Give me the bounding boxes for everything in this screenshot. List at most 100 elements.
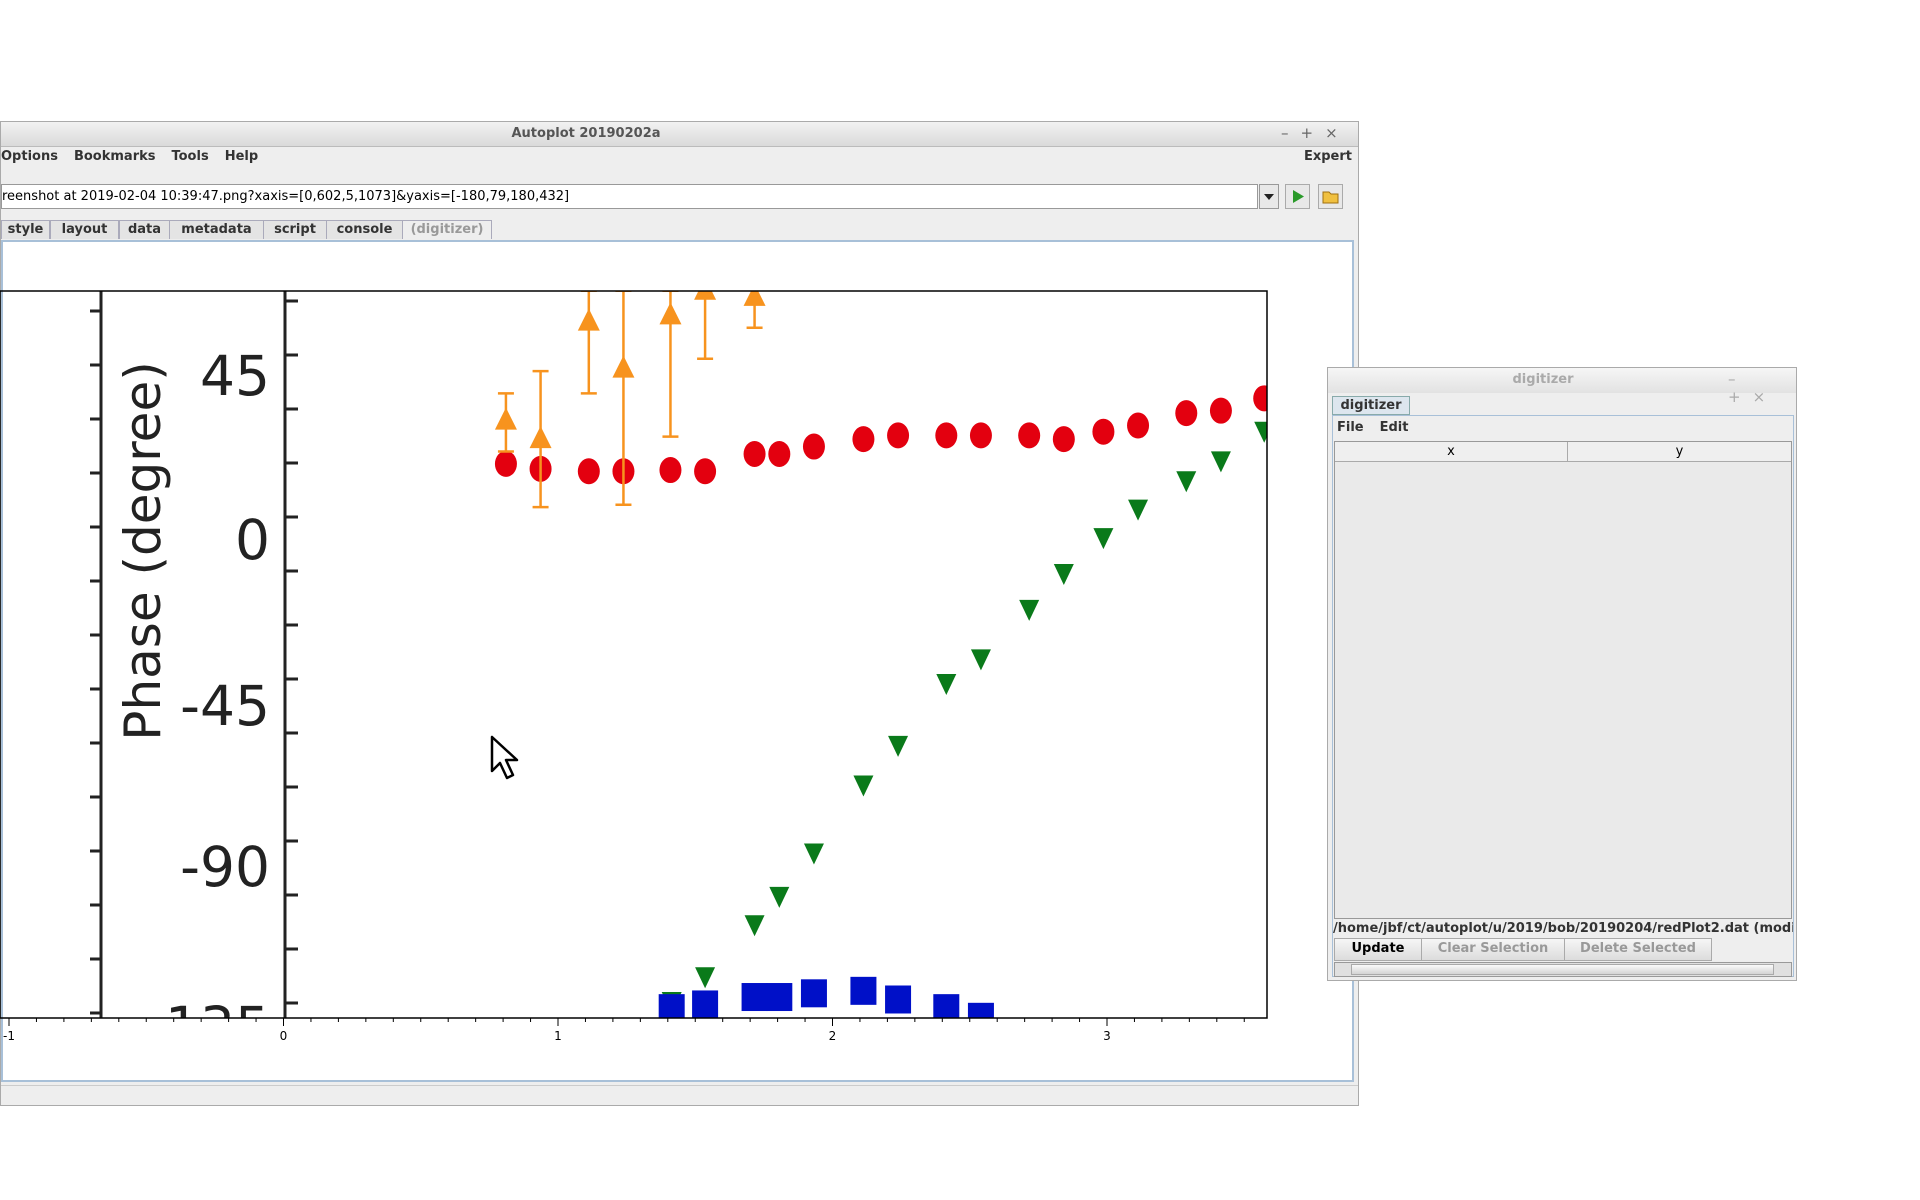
image-marker <box>802 433 825 460</box>
clear-selection-button[interactable]: Clear Selection <box>1421 938 1565 961</box>
mouse-cursor <box>490 735 519 780</box>
image-marker <box>933 994 960 1018</box>
tab-active[interactable]: (digitizer) <box>402 220 492 239</box>
tab[interactable]: data <box>119 220 170 239</box>
tab-active[interactable]: digitizer <box>1332 396 1410 415</box>
title-bar: Autoplot 20190202a –+× <box>1 122 1358 147</box>
image-marker <box>967 1002 994 1018</box>
image-marker <box>695 967 716 989</box>
delete-selected-button[interactable]: Delete Selected <box>1564 938 1712 961</box>
image-marker <box>1092 418 1115 445</box>
image-marker <box>577 308 600 331</box>
column-header[interactable]: x <box>1335 442 1568 462</box>
canvas-panel <box>1 240 1354 1082</box>
image-marker <box>1018 422 1041 449</box>
image-marker <box>970 649 991 671</box>
image-y-tick: 45 <box>200 344 270 408</box>
go-icon <box>1293 190 1304 203</box>
tab[interactable]: metadata <box>169 220 264 239</box>
file-path: /home/jbf/ct/autoplot/u/2019/bob/2019020… <box>1333 921 1793 936</box>
image-marker <box>494 407 517 430</box>
menu-item[interactable]: File <box>1337 420 1364 435</box>
image-marker <box>494 450 517 477</box>
image-y-tick: 0 <box>235 508 270 572</box>
scanned-image: Phase (degree) 45 0 -45 -90 -135 <box>90 291 1267 1059</box>
image-marker <box>1019 599 1040 621</box>
image-marker <box>768 440 791 467</box>
image-marker <box>800 979 827 1008</box>
menu-bar: File Edit <box>1337 420 1424 435</box>
image-marker <box>659 457 682 484</box>
x-tick-label: 2 <box>829 1029 837 1043</box>
main-window: Autoplot 20190202a –+× Options Bookmarks T… <box>0 121 1359 1106</box>
image-marker <box>766 983 793 1012</box>
update-button[interactable]: Update <box>1334 938 1422 961</box>
menu-item[interactable]: Help <box>224 149 259 164</box>
column-header[interactable]: y <box>1568 442 1791 462</box>
image-marker <box>850 976 877 1005</box>
window-controls[interactable]: –+× <box>1281 124 1350 142</box>
dropdown-button[interactable] <box>1259 184 1279 209</box>
menu-item[interactable]: Bookmarks <box>73 149 156 164</box>
image-marker <box>658 994 685 1018</box>
image-marker <box>936 674 957 696</box>
image-marker <box>887 422 910 449</box>
expert-menu[interactable]: Expert <box>1303 149 1352 164</box>
menu-item[interactable]: Tools <box>171 149 209 164</box>
tab[interactable]: layout <box>50 220 119 239</box>
menu-item[interactable]: Edit <box>1379 420 1409 435</box>
image-marker <box>852 426 875 453</box>
image-y-tick: -90 <box>180 835 270 899</box>
horizontal-scrollbar[interactable] <box>1334 962 1792 977</box>
image-marker <box>1254 421 1267 443</box>
browse-button[interactable] <box>1318 184 1343 209</box>
window-controls[interactable]: –+× <box>1728 370 1778 406</box>
x-axis: -1 0 1 2 3 <box>3 1018 1245 1043</box>
title-bar: digitizer –+× <box>1328 368 1796 406</box>
image-marker <box>969 422 992 449</box>
tab[interactable]: script <box>263 220 327 239</box>
image-marker <box>743 440 766 467</box>
image-marker <box>769 886 790 908</box>
digitizer-window: digitizer –+× digitizer File Edit x y /ho… <box>1327 367 1797 981</box>
image-marker <box>694 291 717 300</box>
image-marker <box>935 422 958 449</box>
image-y-tick: -45 <box>180 674 270 738</box>
image-marker <box>1127 412 1150 439</box>
x-tick-label: 0 <box>280 1029 288 1043</box>
image-marker <box>853 775 874 797</box>
go-button[interactable] <box>1285 184 1310 209</box>
tab-strip: style layout data metadata script consol… <box>1 220 1358 240</box>
image-marker <box>1093 528 1114 550</box>
image-marker <box>1052 426 1075 453</box>
image-marker <box>1253 385 1267 412</box>
image-marker <box>888 735 909 757</box>
image-marker <box>1175 400 1198 427</box>
image-marker <box>692 990 719 1018</box>
image-marker <box>1210 451 1231 473</box>
image-marker <box>659 302 682 325</box>
image-marker <box>885 985 912 1014</box>
image-marker <box>744 915 765 937</box>
folder-icon <box>1322 191 1339 204</box>
image-marker <box>577 458 600 485</box>
image-marker <box>1209 397 1232 424</box>
data-table[interactable]: x y <box>1334 441 1792 919</box>
image-y-tick: -135 <box>145 995 270 1059</box>
image-marker <box>1053 563 1074 585</box>
image-marker <box>743 291 766 306</box>
x-tick-label: 3 <box>1103 1029 1111 1043</box>
menu-item[interactable]: Options <box>1 149 58 164</box>
tab[interactable]: console <box>326 220 403 239</box>
image-marker <box>741 983 768 1012</box>
image-y-label: Phase (degree) <box>114 361 172 740</box>
scroll-thumb[interactable] <box>1351 964 1774 975</box>
tab-panel: File Edit x y /home/jbf/ct/autoplot/u/201… <box>1332 415 1794 977</box>
x-tick-label: -1 <box>3 1029 15 1043</box>
image-marker <box>803 843 824 865</box>
tab[interactable]: style <box>1 220 50 239</box>
menu-bar: Options Bookmarks Tools Help Expert <box>1 149 1358 169</box>
uri-field[interactable]: reenshot at 2019-02-04 10:39:47.png?xaxi… <box>1 184 1258 209</box>
image-marker <box>1176 471 1197 493</box>
